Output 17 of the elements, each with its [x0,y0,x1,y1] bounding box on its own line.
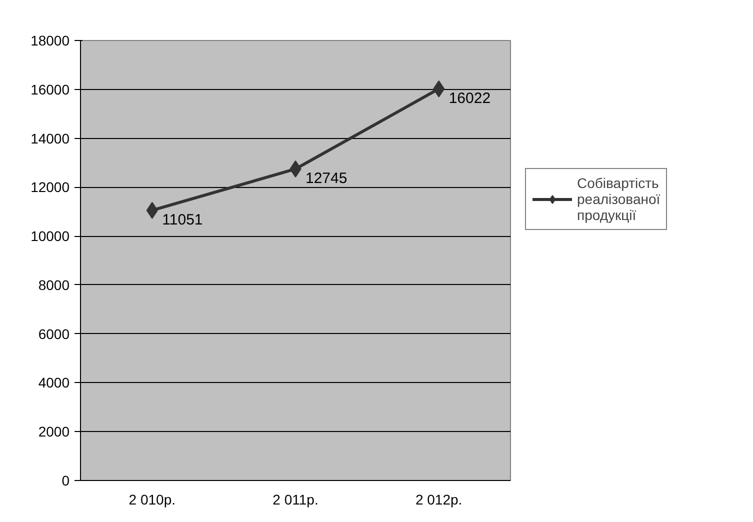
y-tick-label: 0 [62,472,70,488]
y-tick-label: 4000 [38,374,70,391]
y-tick-label: 18000 [30,32,70,48]
x-tick-label: 2 010р. [128,492,176,508]
data-label: 12745 [306,170,348,187]
legend-label: Собівартість реалізованої продукції [577,175,660,223]
x-tick-label: 2 012р. [415,492,462,508]
y-tick-label: 2000 [38,424,70,440]
y-tick-label: 12000 [30,179,70,196]
data-label: 16022 [448,90,491,107]
x-tick-label: 2 011р. [272,492,318,508]
y-tick-label: 14000 [30,130,70,146]
y-tick-label: 8000 [38,276,70,293]
y-tick-label: 10000 [30,228,70,244]
y-tick-label: 16000 [30,81,70,98]
data-label: 11051 [162,211,203,228]
y-tick-label: 6000 [38,326,70,342]
